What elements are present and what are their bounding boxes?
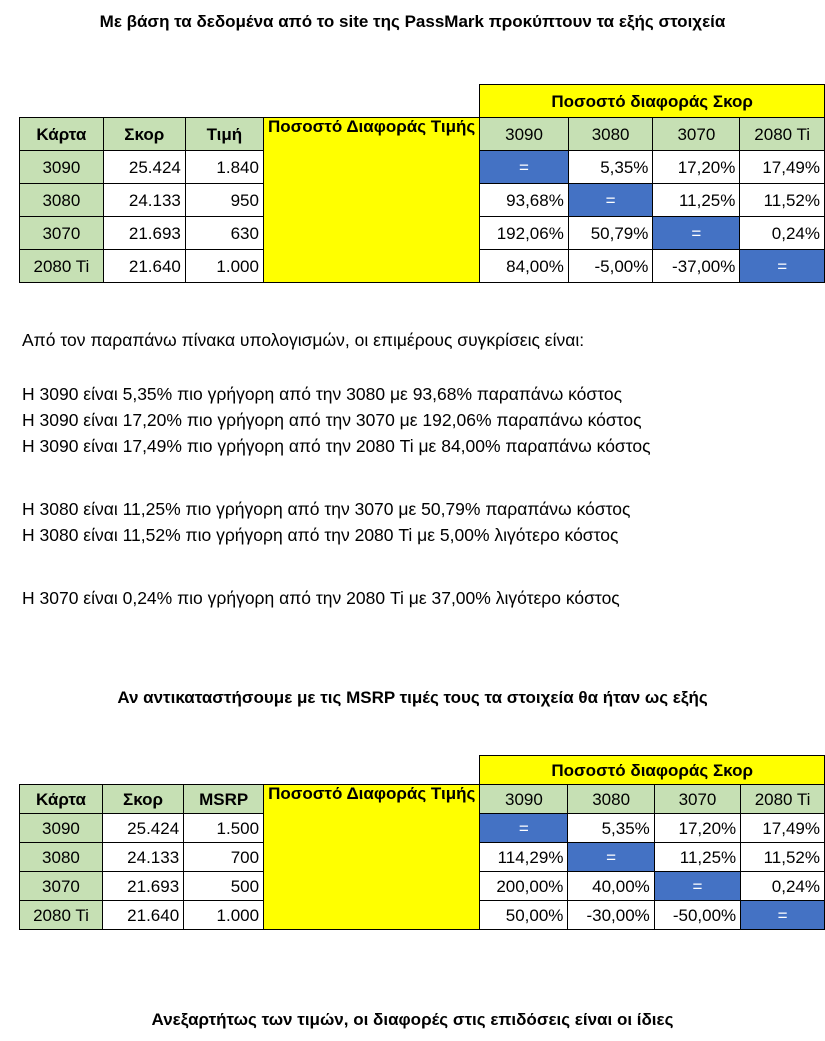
diff-cell: -30,00% xyxy=(567,900,655,930)
card-name: 3090 xyxy=(19,150,104,184)
diff-cell: = xyxy=(567,183,654,217)
table-row: 2080 Ti 21.640 1.000 50,00% -30,00% -50,… xyxy=(19,900,825,930)
card-name: 3080 xyxy=(19,842,103,872)
diff-cell: 93,68% xyxy=(479,183,569,217)
diff-cell: 200,00% xyxy=(479,871,569,901)
score-cell: 25.424 xyxy=(102,150,186,184)
diff-cell: 0,24% xyxy=(739,216,825,250)
price-cell: 700 xyxy=(183,842,265,872)
table-row: 3070 21.693 630 192,06% 50,79% = 0,24% xyxy=(19,216,825,250)
heading-passmark: Με βάση τα δεδομένα από το site της Pass… xyxy=(99,12,726,31)
price-cell: 500 xyxy=(183,871,265,901)
diff-cell: 11,25% xyxy=(652,183,741,217)
diff-header: 3080 xyxy=(567,117,654,151)
table-header-row: Κάρτα Σκορ Τιμή Ποσοστό Διαφοράς Τιμής 3… xyxy=(19,117,825,283)
price-diff-label: Ποσοστό Διαφοράς Τιμής xyxy=(263,784,481,930)
diff-cell: 50,79% xyxy=(567,216,654,250)
diff-cell: = xyxy=(739,249,825,283)
table-row: 3090 25.424 1.840 = 5,35% 17,20% 17,49% xyxy=(19,150,825,184)
table-row: 3090 25.424 1.500 = 5,35% 17,20% 17,49% xyxy=(19,813,825,843)
col-header-score: Σκορ xyxy=(102,117,186,151)
diff-cell: -5,00% xyxy=(567,249,654,283)
card-name: 2080 Ti xyxy=(19,249,104,283)
price-cell: 1.500 xyxy=(183,813,265,843)
diff-cell: -50,00% xyxy=(653,900,742,930)
diff-cell: 11,25% xyxy=(653,842,742,872)
diff-header: 3070 xyxy=(652,117,741,151)
comparison-line: Η 3070 είναι 0,24% πιο γρήγορη από την 2… xyxy=(22,588,620,608)
col-header-price: Τιμή xyxy=(184,117,264,151)
col-header-score: Σκορ xyxy=(101,784,185,814)
diff-cell: = xyxy=(567,842,655,872)
score-cell: 24.133 xyxy=(102,183,186,217)
score-cell: 21.640 xyxy=(102,249,186,283)
diff-header: 3090 xyxy=(479,117,569,151)
diff-cell: 114,29% xyxy=(479,842,569,872)
price-cell: 1.840 xyxy=(184,150,264,184)
msrp-price-table: Ποσοστό διαφοράς Σκορ Κάρτα Σκορ MSRP Πο… xyxy=(19,755,825,930)
diff-cell: = xyxy=(479,813,569,843)
diff-cell: = xyxy=(479,150,569,184)
price-cell: 1.000 xyxy=(184,249,264,283)
diff-cell: 17,49% xyxy=(740,813,825,843)
score-diff-title: Ποσοστό διαφοράς Σκορ xyxy=(479,84,825,118)
heading-conclusion: Ανεξαρτήτως των τιμών, οι διαφορές στις … xyxy=(151,1010,674,1029)
comparison-line: Η 3080 είναι 11,52% πιο γρήγορη από την … xyxy=(22,525,619,545)
comparison-line: Η 3080 είναι 11,25% πιο γρήγορη από την … xyxy=(22,499,631,519)
col-header-msrp: MSRP xyxy=(183,784,265,814)
table-row: 3070 21.693 500 200,00% 40,00% = 0,24% xyxy=(19,871,825,901)
price-diff-label: Ποσοστό Διαφοράς Τιμής xyxy=(262,117,481,283)
diff-header: 2080 Ti xyxy=(739,117,825,151)
diff-cell: = xyxy=(652,216,741,250)
card-name: 3090 xyxy=(19,813,103,843)
comparison-line: Η 3090 είναι 17,20% πιο γρήγορη από την … xyxy=(22,410,642,430)
card-name: 3080 xyxy=(19,183,104,217)
diff-cell: 17,20% xyxy=(652,150,741,184)
price-cell: 1.000 xyxy=(183,900,265,930)
diff-cell: = xyxy=(653,871,742,901)
intro-text: Από τον παραπάνω πίνακα υπολογισμών, οι … xyxy=(22,330,585,350)
diff-header: 3070 xyxy=(653,784,742,814)
diff-cell: 5,35% xyxy=(567,813,655,843)
heading-msrp: Αν αντικαταστήσουμε με τις MSRP τιμές το… xyxy=(117,688,708,707)
table-row: 3080 24.133 700 114,29% = 11,25% 11,52% xyxy=(19,842,825,872)
diff-cell: 17,20% xyxy=(653,813,742,843)
diff-cell: 17,49% xyxy=(739,150,825,184)
diff-cell: 11,52% xyxy=(740,842,825,872)
diff-cell: 84,00% xyxy=(479,249,569,283)
price-cell: 630 xyxy=(184,216,264,250)
card-name: 2080 Ti xyxy=(19,900,103,930)
diff-cell: -37,00% xyxy=(652,249,741,283)
score-cell: 24.133 xyxy=(101,842,185,872)
table-row: 2080 Ti 21.640 1.000 84,00% -5,00% -37,0… xyxy=(19,249,825,283)
table-header-row: Κάρτα Σκορ MSRP Ποσοστό Διαφοράς Τιμής 3… xyxy=(19,784,825,930)
diff-cell: 5,35% xyxy=(567,150,654,184)
col-header-card: Κάρτα xyxy=(19,784,103,814)
comparison-line: Η 3090 είναι 5,35% πιο γρήγορη από την 3… xyxy=(22,384,623,404)
card-name: 3070 xyxy=(19,216,104,250)
diff-cell: = xyxy=(740,900,825,930)
comparison-line: Η 3090 είναι 17,49% πιο γρήγορη από την … xyxy=(22,436,651,456)
diff-cell: 40,00% xyxy=(567,871,655,901)
diff-cell: 0,24% xyxy=(740,871,825,901)
diff-cell: 192,06% xyxy=(479,216,569,250)
card-name: 3070 xyxy=(19,871,103,901)
diff-header: 2080 Ti xyxy=(740,784,825,814)
passmark-price-table: Ποσοστό διαφοράς Σκορ Κάρτα Σκορ Τιμή Πο… xyxy=(19,84,825,283)
diff-cell: 11,52% xyxy=(739,183,825,217)
col-header-card: Κάρτα xyxy=(19,117,104,151)
diff-cell: 50,00% xyxy=(479,900,569,930)
score-cell: 21.693 xyxy=(101,871,185,901)
score-cell: 21.693 xyxy=(102,216,186,250)
score-diff-title: Ποσοστό διαφοράς Σκορ xyxy=(479,755,825,785)
price-cell: 950 xyxy=(184,183,264,217)
score-cell: 21.640 xyxy=(101,900,185,930)
diff-header: 3080 xyxy=(567,784,655,814)
diff-header: 3090 xyxy=(479,784,569,814)
score-cell: 25.424 xyxy=(101,813,185,843)
